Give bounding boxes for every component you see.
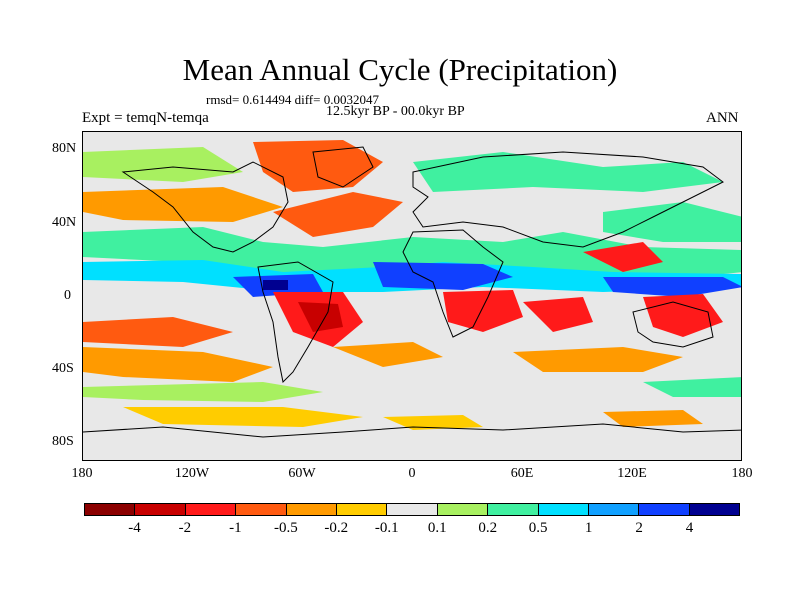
satl-orange-band: [333, 342, 443, 367]
colorbar-label: -4: [128, 520, 141, 536]
australia-red: [643, 294, 723, 337]
colorbar-box-12: [689, 504, 740, 515]
lat-label-40n: 40N: [52, 215, 77, 230]
south-green-band: [83, 382, 323, 402]
precip-field: [83, 140, 741, 438]
south-america-coast: [257, 261, 334, 384]
colorbar-box-1: [135, 504, 186, 515]
safrica-red: [443, 290, 523, 332]
epac-navy-core: [263, 280, 288, 290]
colorbar-box-10: [588, 504, 640, 515]
europe-teal-band: [413, 152, 723, 192]
colorbar-box-9: [538, 504, 589, 515]
colorbar-label: 0.1: [427, 520, 447, 536]
coastlines: [83, 146, 741, 438]
colorbar-box-8: [488, 504, 539, 515]
australia-coast: [632, 301, 714, 348]
colorbar-label: 0.5: [528, 520, 548, 536]
colorbar-box-2: [185, 504, 237, 515]
north-america-coast: [121, 161, 289, 253]
samerica-darkred: [298, 302, 343, 332]
indian-ocean-red: [523, 297, 593, 332]
eurasia-coast: [412, 151, 724, 248]
lon-label-180w: 180: [71, 466, 93, 481]
colorbar-label: 1: [584, 520, 593, 536]
period-label: 12.5kyr BP - 00.0kyr BP: [326, 104, 465, 119]
colorbar-box-4: [286, 504, 337, 515]
greenland-coast: [312, 146, 374, 188]
colorbar-label: -2: [178, 520, 192, 536]
lon-label-120e: 120E: [617, 466, 647, 481]
antarctic-yellow: [383, 415, 483, 430]
africa-blue-core: [373, 262, 513, 290]
lon-label-180e: 180: [731, 466, 753, 481]
colorbar-label: -1: [229, 520, 242, 536]
sindian-orange-band: [513, 347, 683, 372]
colorbar-label: -0.1: [374, 520, 399, 536]
colorbar-box-11: [639, 504, 690, 515]
colorbar-label: 2: [635, 520, 643, 536]
colorbar-box-6: [387, 504, 438, 515]
experiment-label: Expt = temqN-temqa: [82, 110, 209, 126]
south-teal-band: [643, 377, 741, 397]
nw-pacific-teal: [603, 202, 741, 242]
south-yellow-band: [123, 407, 363, 427]
wpac-blue-core: [603, 277, 741, 297]
map-plot: [82, 131, 742, 461]
antarctica-coast: [83, 423, 741, 438]
season-label: ANN: [706, 110, 739, 126]
chart-title: Mean Annual Cycle (Precipitation): [182, 52, 618, 87]
colorbar-label: -0.5: [273, 520, 298, 536]
colorbar-label: -0.2: [324, 520, 349, 536]
spac-red-band: [83, 317, 233, 347]
colorbar-box-7: [437, 504, 489, 515]
arctic-green-band: [83, 147, 243, 182]
maritime-red: [583, 242, 663, 272]
lat-label-40s: 40S: [52, 361, 74, 376]
colorbar-box-5: [336, 504, 388, 515]
lat-label-80s: 80S: [52, 434, 74, 449]
spac-orange-band: [83, 347, 273, 382]
lat-label-eq: 0: [64, 288, 71, 303]
lat-label-80n: 80N: [52, 141, 77, 156]
colorbar-box-0: [85, 504, 136, 515]
lon-label-60e: 60E: [510, 466, 534, 481]
natl-orange-band: [273, 192, 403, 237]
colorbar-label: 4: [685, 520, 694, 536]
stats-line: rmsd= 0.614494 diff= 0.0032047: [206, 92, 379, 107]
colorbar-label: 0.2: [478, 520, 498, 536]
antarctic-orange: [603, 410, 703, 427]
africa-coast: [402, 229, 504, 338]
lon-label-60w: 60W: [288, 466, 316, 481]
colorbar-box-3: [236, 504, 287, 515]
anomaly-bands: [83, 140, 741, 430]
arctic-red-patch: [253, 140, 383, 192]
lon-label-0: 0: [408, 466, 416, 481]
npac-orange-band: [83, 187, 283, 222]
lon-label-120w: 120W: [174, 466, 210, 481]
colorbar: [84, 503, 740, 516]
